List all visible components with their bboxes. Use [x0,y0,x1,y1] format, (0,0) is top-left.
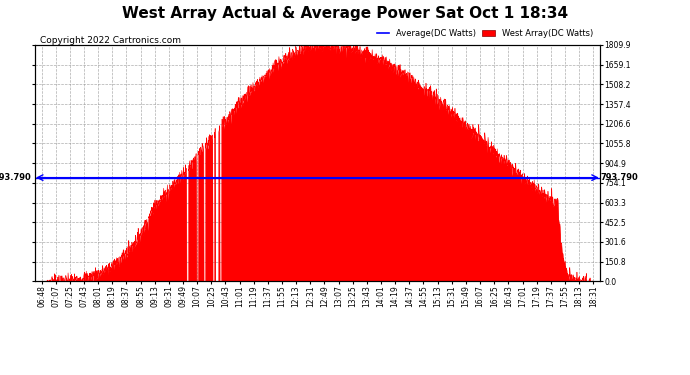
Text: 793.790: 793.790 [601,173,639,182]
Text: West Array Actual & Average Power Sat Oct 1 18:34: West Array Actual & Average Power Sat Oc… [122,6,568,21]
Legend: Average(DC Watts), West Array(DC Watts): Average(DC Watts), West Array(DC Watts) [373,26,596,41]
Text: 793.790: 793.790 [0,173,32,182]
Text: Copyright 2022 Cartronics.com: Copyright 2022 Cartronics.com [40,36,181,45]
